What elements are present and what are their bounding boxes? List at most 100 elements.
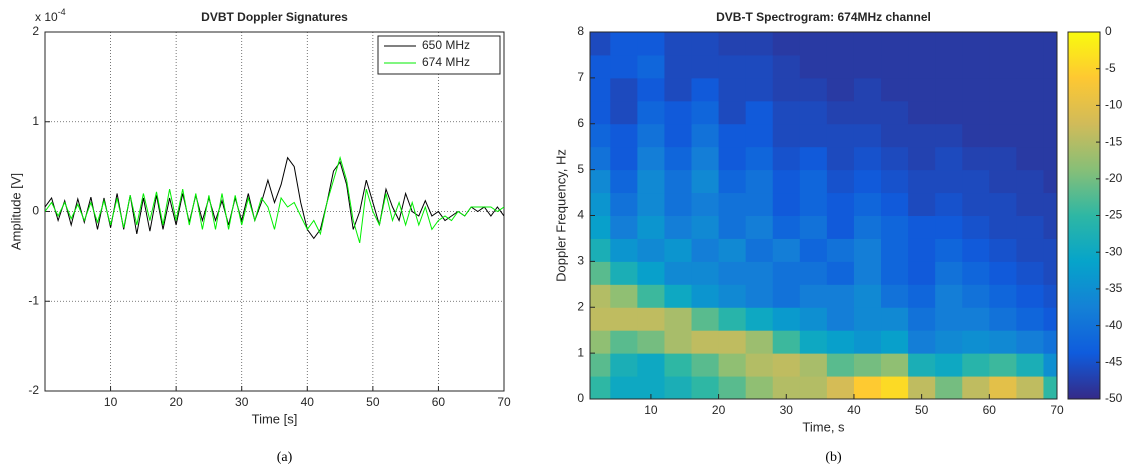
- heatmap-cell: [989, 32, 1017, 56]
- heatmap-cell: [691, 169, 720, 194]
- y-tick-label: -1: [28, 293, 39, 307]
- heatmap-cell: [962, 238, 990, 262]
- heatmap-cell: [799, 261, 828, 285]
- heatmap-cell: [881, 215, 909, 239]
- heatmap-cell: [1043, 353, 1057, 377]
- x-tick-label: 20: [712, 403, 726, 417]
- heatmap-cell: [745, 123, 774, 148]
- heatmap-cell: [881, 100, 909, 125]
- heatmap-cell: [881, 261, 909, 285]
- heatmap-cell: [826, 353, 855, 377]
- heatmap-cell: [962, 100, 990, 125]
- heatmap-cell: [908, 238, 936, 262]
- heatmap-cell: [935, 123, 963, 148]
- heatmap-cell: [590, 261, 611, 285]
- heatmap-cell: [962, 77, 990, 102]
- heatmap-cell: [799, 376, 828, 399]
- plot-area: [45, 32, 504, 391]
- heatmap-cell: [745, 192, 774, 216]
- colorbar-tick-label: -40: [1105, 318, 1123, 332]
- heatmap-cell: [962, 169, 990, 194]
- heatmap-cell: [745, 146, 774, 171]
- heatmap-cell: [935, 376, 963, 399]
- heatmap-cell: [935, 77, 963, 102]
- heatmap-cell: [590, 169, 611, 194]
- heatmap-cell: [962, 376, 990, 399]
- heatmap-cell: [1043, 330, 1057, 354]
- x-tick-label: 30: [780, 403, 794, 417]
- heatmap-cell: [881, 146, 909, 171]
- heatmap-cell: [590, 238, 611, 262]
- heatmap-cell: [1043, 123, 1057, 148]
- heatmap-cell: [962, 54, 990, 79]
- heatmap-cell: [989, 192, 1017, 216]
- heatmap-cell: [664, 376, 693, 399]
- heatmap-cell: [691, 238, 720, 262]
- heatmap-cell: [610, 54, 638, 79]
- x-tick-label: 10: [644, 403, 658, 417]
- heatmap-cell: [935, 261, 963, 285]
- heatmap-cell: [772, 376, 801, 399]
- heatmap-cell: [1016, 261, 1044, 285]
- heatmap-cell: [826, 54, 855, 79]
- y-axis-label: Doppler Frequency, Hz: [553, 149, 568, 282]
- series-line: [45, 155, 504, 244]
- heatmap-cell: [745, 215, 774, 239]
- heatmap-cell: [745, 32, 774, 56]
- heatmap-cell: [853, 330, 882, 354]
- heatmap-cell: [637, 54, 665, 79]
- heatmap-cell: [610, 330, 638, 354]
- heatmap-cell: [1016, 376, 1044, 399]
- heatmap-cell: [664, 284, 693, 308]
- heatmap-cell: [664, 146, 693, 171]
- heatmap-cell: [989, 307, 1017, 331]
- heatmap-cell: [962, 353, 990, 377]
- heatmap-cell: [718, 330, 747, 354]
- heatmap-cell: [590, 376, 611, 399]
- heatmap-cell: [590, 192, 611, 216]
- y-tick-label: 4: [577, 208, 584, 222]
- heatmap-cell: [772, 123, 801, 148]
- heatmap-cell: [935, 353, 963, 377]
- heatmap-cell: [935, 169, 963, 194]
- colorbar-tick-label: -20: [1105, 171, 1123, 185]
- heatmap-cell: [664, 54, 693, 79]
- heatmap-cell: [718, 77, 747, 102]
- heatmap-cell: [590, 146, 611, 171]
- y-tick-label: 3: [577, 254, 584, 268]
- x-tick-label: 40: [301, 395, 315, 409]
- heatmap-cell: [664, 353, 693, 377]
- x-tick-label: 70: [1050, 403, 1064, 417]
- heatmap-cell: [745, 169, 774, 194]
- legend-label: 650 MHz: [422, 38, 470, 52]
- heatmap-cell: [908, 284, 936, 308]
- heatmap-cell: [826, 238, 855, 262]
- heatmap-cell: [772, 100, 801, 125]
- heatmap-cell: [1016, 169, 1044, 194]
- heatmap-cell: [853, 169, 882, 194]
- heatmap-cell: [691, 54, 720, 79]
- legend-box: [377, 35, 501, 75]
- heatmap-cell: [691, 77, 720, 102]
- heatmap-cell: [908, 376, 936, 399]
- heatmap-cell: [745, 353, 774, 377]
- heatmap-cell: [691, 123, 720, 148]
- heatmap-cell: [718, 376, 747, 399]
- heatmap-cell: [1016, 330, 1044, 354]
- heatmap-cell: [1016, 123, 1044, 148]
- heatmap-cell: [718, 169, 747, 194]
- heatmap-cell: [908, 54, 936, 79]
- heatmap-cell: [610, 123, 638, 148]
- heatmap-cell: [826, 330, 855, 354]
- x-axis-label: Time [s]: [252, 411, 298, 426]
- y-tick-label: 0: [577, 391, 584, 405]
- heatmap-cell: [826, 307, 855, 331]
- heatmap-cell: [664, 261, 693, 285]
- y-tick-label: 5: [577, 162, 584, 176]
- x-tick-label: 50: [915, 403, 929, 417]
- x-tick-label: 20: [169, 395, 183, 409]
- heatmap-cell: [799, 284, 828, 308]
- heatmap-cell: [637, 100, 665, 125]
- heatmap-cell: [935, 54, 963, 79]
- heatmap-cell: [637, 307, 665, 331]
